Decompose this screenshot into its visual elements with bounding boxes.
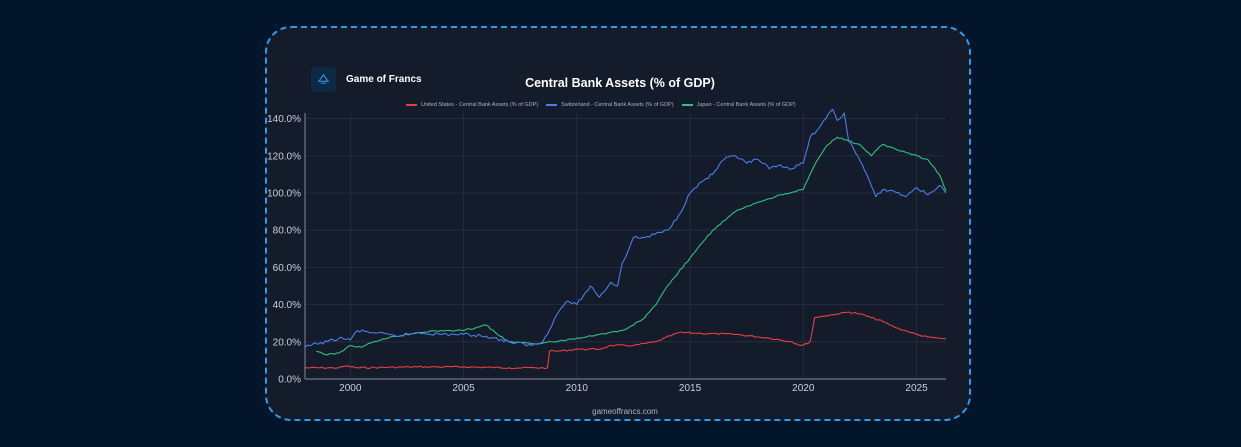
- legend-swatch-us: [406, 104, 417, 106]
- footer-url[interactable]: gameoffrancs.com: [592, 407, 658, 416]
- chart-legend: United States - Central Bank Assets (% o…: [406, 102, 804, 108]
- chart-title: Central Bank Assets (% of GDP): [525, 76, 715, 90]
- x-tick-label: 2010: [566, 383, 589, 394]
- x-tick-label: 2000: [339, 383, 362, 394]
- x-tick-label: 2005: [452, 383, 475, 394]
- x-tick-label: 2015: [679, 383, 702, 394]
- legend-item-switzerland[interactable]: Switzerland - Central Bank Assets (% of …: [546, 102, 674, 108]
- x-tick-label: 2025: [905, 383, 928, 394]
- legend-swatch-switzerland: [546, 104, 558, 106]
- pyramid-logo-icon: [311, 67, 336, 92]
- series-line-0[interactable]: [305, 311, 947, 370]
- x-tick-label: 2020: [792, 383, 815, 394]
- y-tick-label: 120.0%: [267, 151, 301, 162]
- legend-label-switzerland: Switzerland - Central Bank Assets (% of …: [561, 102, 674, 108]
- y-tick-label: 140.0%: [267, 114, 301, 125]
- legend-label-us: United States - Central Bank Assets (% o…: [421, 102, 539, 108]
- series-line-2[interactable]: [316, 136, 947, 356]
- legend-item-japan[interactable]: Japan - Central Bank Assets (% of GDP): [681, 102, 796, 108]
- y-tick-label: 100.0%: [267, 188, 301, 199]
- legend-swatch-japan: [681, 104, 693, 106]
- brand[interactable]: Game of Francs: [311, 67, 422, 92]
- legend-label-japan: Japan - Central Bank Assets (% of GDP): [696, 102, 796, 108]
- brand-name: Game of Francs: [346, 74, 422, 85]
- y-tick-label: 40.0%: [273, 300, 301, 311]
- series-line-1[interactable]: [304, 108, 947, 348]
- legend-item-us[interactable]: United States - Central Bank Assets (% o…: [406, 102, 538, 108]
- y-tick-label: 20.0%: [273, 337, 301, 348]
- y-tick-label: 60.0%: [273, 263, 301, 274]
- chart-card: [265, 26, 971, 421]
- y-tick-label: 0.0%: [278, 375, 301, 386]
- y-tick-label: 80.0%: [273, 226, 301, 237]
